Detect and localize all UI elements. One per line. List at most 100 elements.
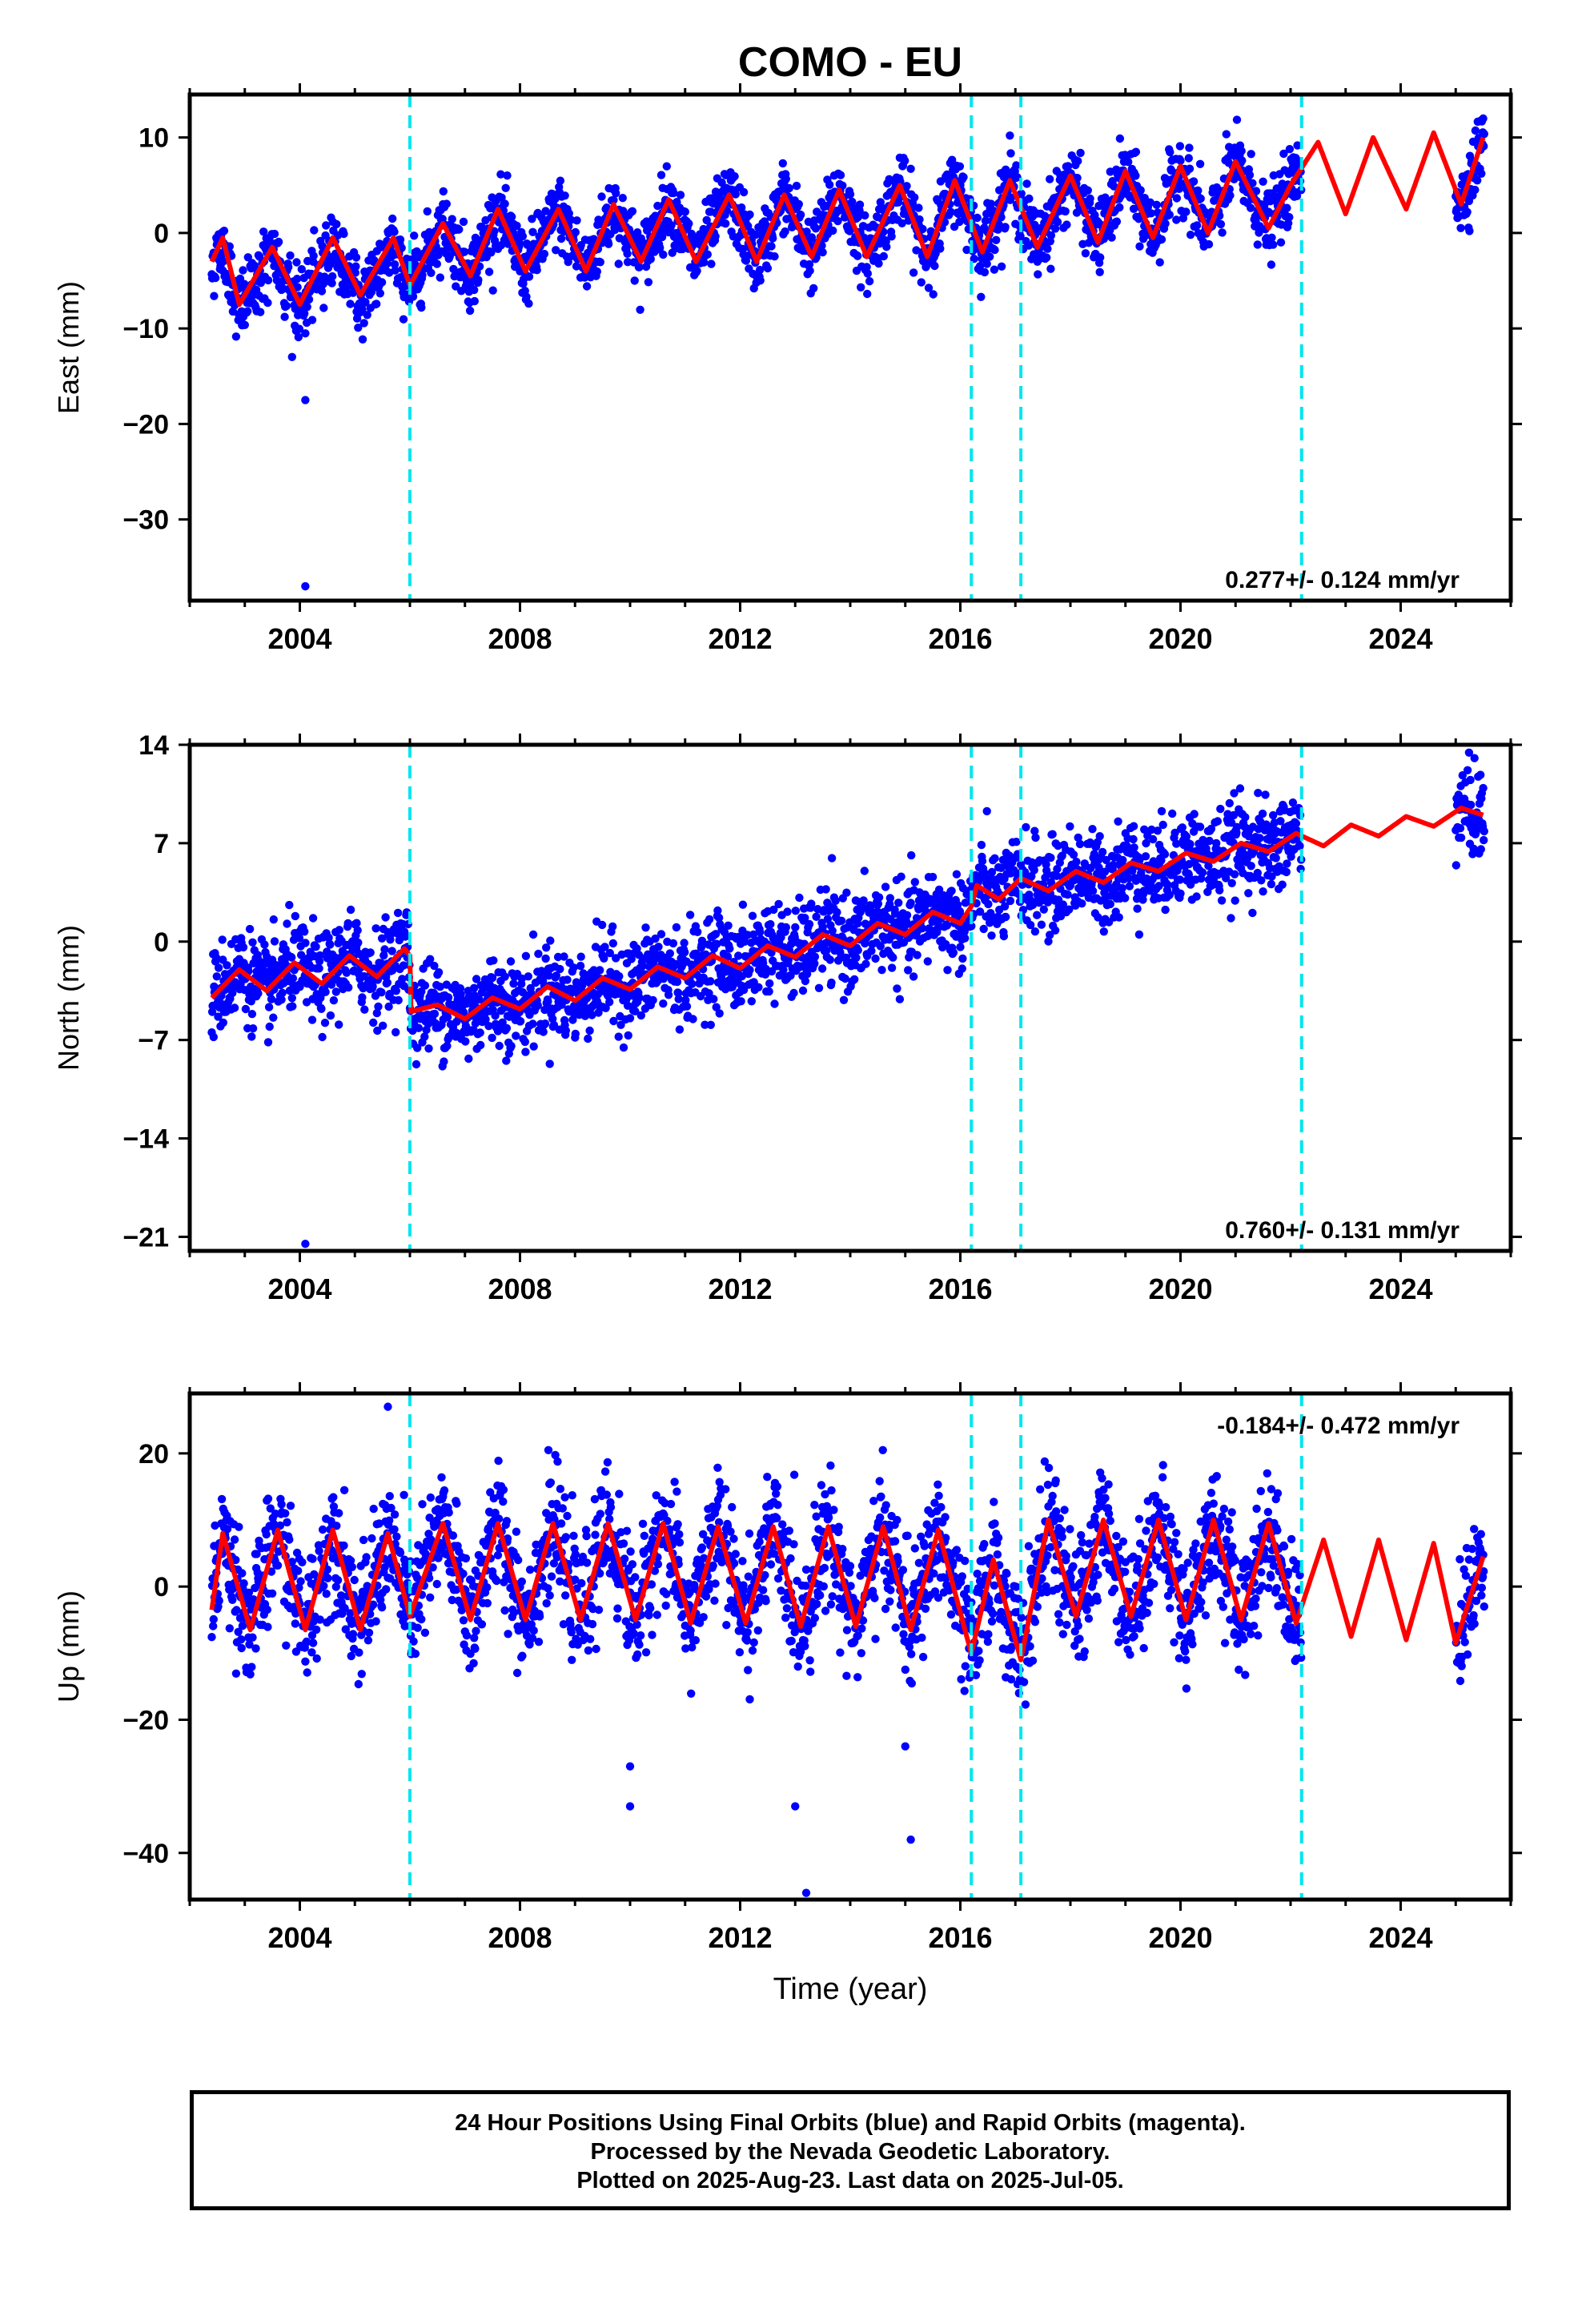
data-point xyxy=(1152,200,1161,209)
data-point xyxy=(582,282,592,291)
data-point xyxy=(461,1037,470,1046)
data-point xyxy=(781,175,790,183)
data-point xyxy=(528,930,538,939)
data-point xyxy=(1213,817,1223,826)
data-point xyxy=(755,265,765,275)
data-point xyxy=(354,938,363,947)
data-point xyxy=(495,1041,504,1051)
data-point xyxy=(1225,798,1235,808)
data-point xyxy=(789,988,798,998)
data-point xyxy=(953,900,962,910)
data-point xyxy=(335,1020,343,1029)
data-point xyxy=(521,1047,530,1056)
data-point xyxy=(1166,166,1176,175)
data-point xyxy=(1479,114,1488,123)
data-point xyxy=(282,301,291,311)
x-tick-label: 2020 xyxy=(1148,622,1212,655)
data-point xyxy=(1247,862,1255,870)
data-point xyxy=(1088,887,1098,895)
data-point xyxy=(734,932,743,942)
data-point xyxy=(278,988,287,998)
data-point xyxy=(367,287,376,296)
data-point xyxy=(452,282,460,291)
data-point xyxy=(326,940,335,949)
data-point xyxy=(970,255,978,263)
data-point xyxy=(833,216,842,226)
data-point xyxy=(243,253,252,262)
data-point xyxy=(417,987,426,996)
north-data-points xyxy=(207,748,1489,1248)
data-point xyxy=(612,189,620,198)
data-point xyxy=(1095,267,1104,276)
data-point xyxy=(597,920,607,930)
data-point xyxy=(1178,823,1187,832)
data-point xyxy=(850,975,859,984)
data-point xyxy=(377,988,386,997)
data-point xyxy=(833,908,841,917)
data-point xyxy=(857,283,865,292)
data-point xyxy=(1129,822,1138,830)
data-point xyxy=(297,265,306,274)
y-tick-label: −30 xyxy=(122,505,169,536)
data-point xyxy=(1099,927,1109,936)
data-point xyxy=(863,269,873,278)
data-point xyxy=(1161,219,1170,228)
data-point xyxy=(737,997,745,1006)
data-point xyxy=(682,1002,692,1011)
data-point xyxy=(1148,834,1158,844)
data-point xyxy=(743,931,752,939)
data-point xyxy=(918,224,927,234)
data-point xyxy=(1259,887,1267,896)
data-point xyxy=(1285,145,1295,154)
data-point xyxy=(371,924,380,933)
x-tick-label: 2016 xyxy=(928,622,992,655)
data-point xyxy=(829,226,837,235)
data-point xyxy=(1157,806,1166,816)
data-point xyxy=(955,162,965,171)
data-point xyxy=(339,229,348,239)
data-point xyxy=(616,1020,625,1030)
data-point xyxy=(1259,177,1267,186)
data-point xyxy=(807,233,817,242)
data-point xyxy=(861,959,870,968)
data-point xyxy=(363,311,371,320)
data-point xyxy=(1244,889,1253,898)
data-point xyxy=(307,1015,317,1024)
data-point xyxy=(845,227,854,235)
data-point xyxy=(245,924,255,934)
data-point xyxy=(886,915,895,924)
data-point xyxy=(596,258,604,267)
data-point xyxy=(346,300,355,308)
data-point xyxy=(656,930,666,939)
data-point xyxy=(842,888,851,897)
data-point xyxy=(432,259,441,268)
data-point xyxy=(524,299,533,308)
data-point xyxy=(377,278,387,287)
data-point xyxy=(973,213,982,223)
data-point xyxy=(906,164,915,173)
data-point xyxy=(755,927,765,937)
data-point xyxy=(287,953,296,962)
data-point xyxy=(455,225,464,234)
data-point xyxy=(904,966,913,975)
data-point xyxy=(521,951,531,961)
data-point xyxy=(1245,171,1255,179)
data-point xyxy=(1133,904,1142,913)
data-point xyxy=(770,999,779,1008)
data-point xyxy=(561,1026,570,1035)
data-point xyxy=(739,187,749,197)
x-tick-label: 2004 xyxy=(267,622,331,655)
data-point xyxy=(391,1027,400,1037)
data-point xyxy=(635,993,644,1002)
data-point xyxy=(654,943,663,951)
data-point xyxy=(524,272,534,281)
data-point xyxy=(1195,822,1205,831)
data-point xyxy=(791,923,800,932)
data-point xyxy=(1186,839,1195,849)
data-point xyxy=(632,944,641,953)
data-point xyxy=(489,956,498,965)
data-point xyxy=(1037,920,1046,929)
data-point xyxy=(529,1042,538,1051)
data-point xyxy=(210,292,219,300)
data-point xyxy=(1050,224,1060,233)
